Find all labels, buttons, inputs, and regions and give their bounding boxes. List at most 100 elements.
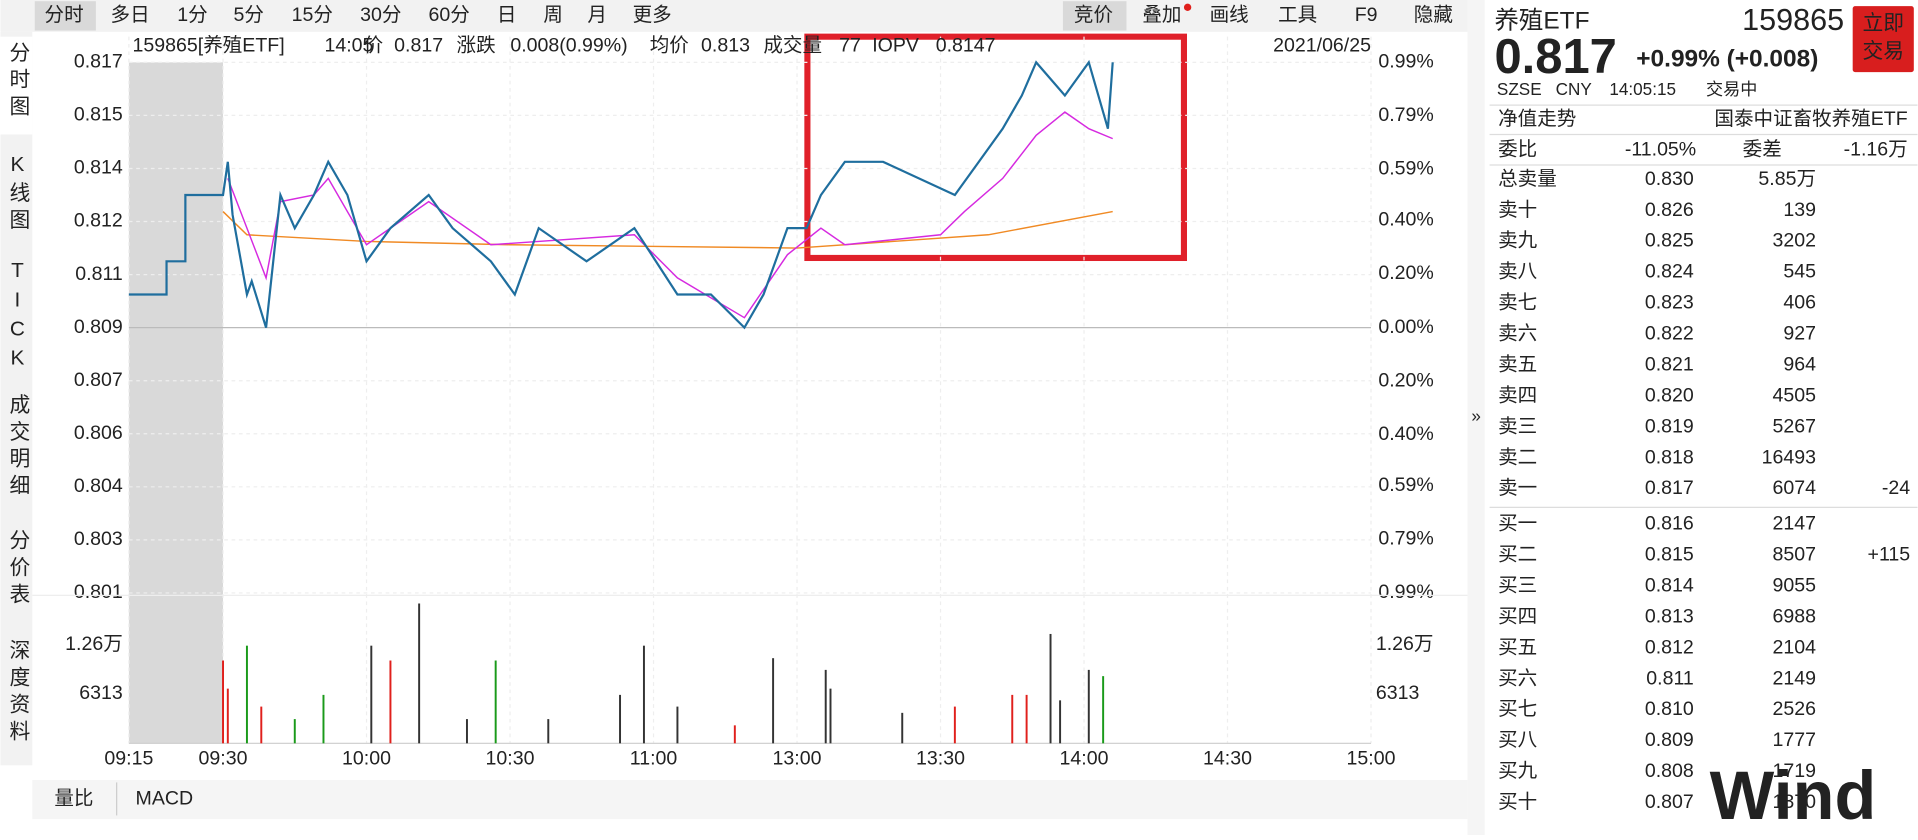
ob-label: 卖三 xyxy=(1498,415,1537,437)
tool-tab[interactable]: 隐藏 xyxy=(1414,4,1453,26)
ob-price: 0.821 xyxy=(1645,353,1694,375)
series-line xyxy=(128,59,1114,330)
ob-label: 卖八 xyxy=(1498,261,1538,283)
volume-bar xyxy=(1025,694,1028,744)
ob-price: 0.812 xyxy=(1645,636,1694,658)
x-tick-label: 14:30 xyxy=(1203,747,1252,769)
ob-label: 总卖量 xyxy=(1498,168,1557,190)
ob-volume: 1370 xyxy=(1773,791,1817,813)
volume-bar xyxy=(418,603,421,744)
nav-label: 净值走势 xyxy=(1498,108,1576,130)
tool-tab[interactable]: 竞价 xyxy=(1074,4,1113,26)
ob-change: -24 xyxy=(1882,477,1910,499)
tab[interactable]: 60分 xyxy=(429,4,470,26)
ob-volume: 16493 xyxy=(1762,446,1816,468)
vol-tick-label: 6313 xyxy=(1376,682,1420,704)
tool-tab[interactable]: 工具 xyxy=(1278,4,1317,26)
y-tick-label: 0.817 xyxy=(74,51,123,73)
info-text: 均价 xyxy=(650,35,689,57)
volume-bar xyxy=(772,658,775,744)
ob-label: 买一 xyxy=(1498,513,1537,535)
ob-volume: 2147 xyxy=(1773,513,1816,535)
ob-label: 卖九 xyxy=(1498,230,1538,252)
y2-tick-label: 0.79% xyxy=(1378,104,1433,126)
ob-label: 买九 xyxy=(1498,760,1538,782)
y2-tick-label: 0.79% xyxy=(1378,528,1433,550)
volume-bar xyxy=(465,719,468,744)
y-tick-label: 0.807 xyxy=(74,369,123,391)
tab[interactable]: 5分 xyxy=(233,4,263,26)
tab[interactable]: 更多 xyxy=(633,4,672,26)
ob-label: 卖五 xyxy=(1498,353,1537,375)
ob-price: 0.809 xyxy=(1645,729,1694,751)
y-tick-label: 0.809 xyxy=(74,316,123,338)
meta: SZSE xyxy=(1497,80,1542,99)
ratio: -11.05% xyxy=(1625,139,1696,161)
volume-bar xyxy=(1102,676,1105,744)
volume-bar xyxy=(619,694,622,744)
x-tick-label: 11:00 xyxy=(630,747,678,769)
tab[interactable]: 30分 xyxy=(360,4,401,26)
volume-bar xyxy=(260,706,263,744)
stock-change: +0.99% (+0.008) xyxy=(1636,45,1818,72)
y-tick-label: 0.804 xyxy=(74,475,123,497)
ratio-label: 委比 xyxy=(1498,139,1537,161)
ob-label: 卖七 xyxy=(1498,292,1537,314)
trade-button[interactable] xyxy=(1852,6,1914,73)
tab[interactable]: 15分 xyxy=(292,4,333,26)
volume-bar xyxy=(547,719,550,744)
ob-label: 卖六 xyxy=(1498,323,1537,345)
ob-label: 卖一 xyxy=(1498,477,1537,499)
diff-label: 委差 xyxy=(1743,139,1782,161)
side-tab[interactable]: 分价表 xyxy=(6,529,30,610)
bottom-tab[interactable]: 量比 xyxy=(54,788,93,810)
side-tab[interactable]: K线图 xyxy=(6,153,30,236)
ob-price: 0.824 xyxy=(1645,261,1694,283)
side-tab[interactable]: TICK xyxy=(6,259,29,375)
ob-label: 买八 xyxy=(1498,729,1538,751)
ob-volume: 545 xyxy=(1783,261,1816,283)
ob-label: 买十 xyxy=(1498,791,1537,813)
ob-volume: 8507 xyxy=(1773,544,1816,566)
tool-tab[interactable]: 叠加 xyxy=(1142,4,1181,26)
bottom-tab[interactable]: MACD xyxy=(136,788,194,810)
y-tick-label: 0.806 xyxy=(74,422,123,444)
tab[interactable]: 1分 xyxy=(177,4,207,26)
volume-bar xyxy=(293,719,296,744)
ob-volume: 139 xyxy=(1783,199,1816,221)
ob-volume: 5267 xyxy=(1773,415,1816,437)
info-text: 价 xyxy=(364,35,384,57)
collapse[interactable]: » xyxy=(1471,406,1481,425)
side-tabs xyxy=(0,31,33,766)
volume-bar xyxy=(1049,633,1052,744)
info-text: 0.8147 xyxy=(936,35,996,57)
y2-tick-label: 0.99% xyxy=(1378,581,1433,603)
ob-volume: 9055 xyxy=(1773,575,1817,597)
trade-label[interactable]: 交易 xyxy=(1862,40,1904,63)
tab[interactable]: 周 xyxy=(543,4,563,26)
ob-price: 0.814 xyxy=(1645,575,1694,597)
volume-bar xyxy=(733,725,736,744)
ob-volume: 2149 xyxy=(1773,667,1816,689)
tool-tab[interactable]: 画线 xyxy=(1210,4,1249,26)
fund-name: 国泰中证畜牧养殖ETF xyxy=(1714,108,1907,130)
tab[interactable]: 月 xyxy=(587,4,607,26)
side-tab[interactable]: 成交明细 xyxy=(6,394,30,502)
tab[interactable]: 分时 xyxy=(45,4,84,26)
y-tick-label: 0.815 xyxy=(74,104,123,126)
date: 2021/06/25 xyxy=(1273,35,1371,57)
volume-bar xyxy=(222,660,225,744)
tab[interactable]: 日 xyxy=(497,4,517,26)
ob-price: 0.815 xyxy=(1645,544,1694,566)
tool-tab[interactable]: F9 xyxy=(1355,4,1378,26)
side-tab[interactable]: 分时图 xyxy=(6,42,30,123)
ob-volume: 927 xyxy=(1783,323,1816,345)
x-tick-label: 10:00 xyxy=(342,747,391,769)
tab[interactable]: 多日 xyxy=(111,4,150,26)
ob-price: 0.826 xyxy=(1645,199,1694,221)
y2-tick-label: 0.20% xyxy=(1378,262,1433,284)
x-tick-label: 13:30 xyxy=(916,747,965,769)
trade-label[interactable]: 立即 xyxy=(1862,12,1904,35)
side-tab[interactable]: 深度资料 xyxy=(6,639,30,747)
